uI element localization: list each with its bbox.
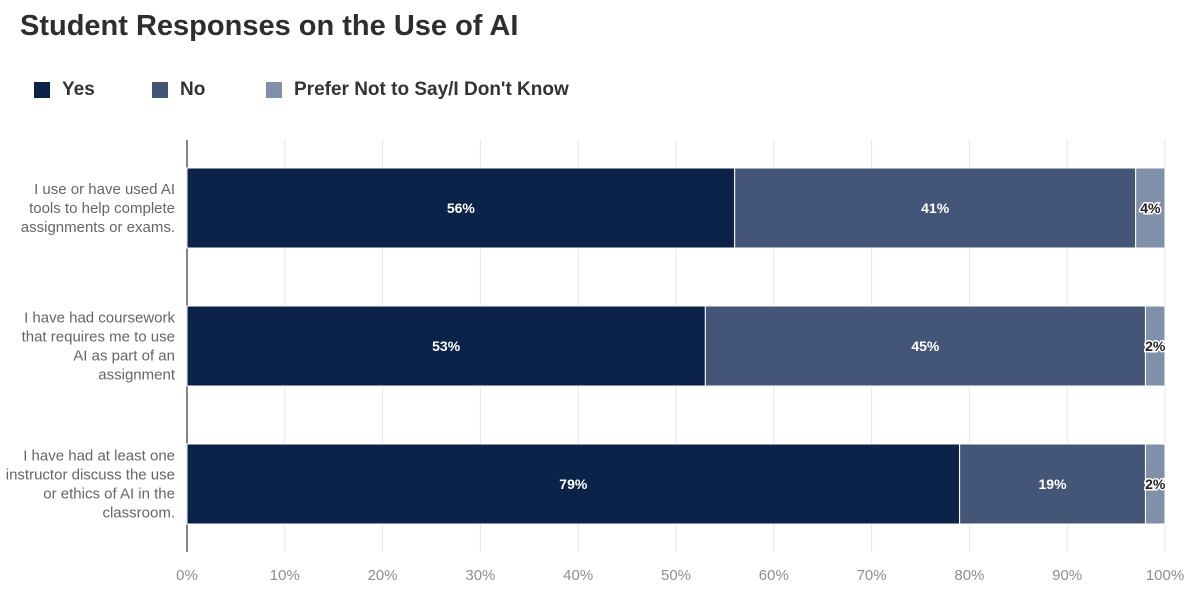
category-label-line: I have had at least one <box>23 448 175 465</box>
legend-item-yes: Yes <box>34 79 95 101</box>
x-tick-label: 10% <box>270 567 300 584</box>
legend-swatch-yes <box>34 82 50 98</box>
category-label: I use or have used AI tools to help compl… <box>21 181 175 236</box>
x-tick-label: 20% <box>368 567 398 584</box>
category-label-line: classroom. <box>102 505 175 522</box>
x-tick-label: 100% <box>1146 567 1184 584</box>
bar-segment <box>186 443 961 525</box>
category-label-line: that requires me to use <box>22 329 175 346</box>
data-label: 19% <box>1039 476 1068 492</box>
category-label-line: assignments or exams. <box>21 219 175 236</box>
bar-segment <box>1135 167 1166 249</box>
x-tick-label: 30% <box>465 567 495 584</box>
data-label: 79% <box>559 476 588 492</box>
data-label: 56% <box>447 200 476 216</box>
data-label: 2% <box>1145 476 1166 492</box>
x-tick-label: 60% <box>759 567 789 584</box>
category-label-line: I use or have used AI <box>34 181 175 198</box>
x-tick-label: 80% <box>954 567 984 584</box>
category-label-line: instructor discuss the use <box>6 467 175 484</box>
bar-segment <box>734 167 1137 249</box>
legend-label-prefer-not-to-say: Prefer Not to Say/I Don't Know <box>294 79 569 100</box>
bar-segment <box>186 167 736 249</box>
data-label: 41% <box>921 200 950 216</box>
category-label-line: assignment <box>98 367 176 384</box>
category-label: I have had coursework that requires me to… <box>22 310 176 384</box>
x-tick-label: 0% <box>176 567 198 584</box>
data-label: 4% <box>1140 200 1161 216</box>
bar-segment <box>1144 443 1166 525</box>
legend-item-no: No <box>152 79 205 101</box>
chart-title: Student Responses on the Use of AI <box>20 10 519 42</box>
legend-label-no: No <box>180 79 206 100</box>
category-label-line: AI as part of an <box>73 348 175 365</box>
bar-segment <box>1144 305 1166 387</box>
x-tick-label: 90% <box>1052 567 1082 584</box>
x-tick-label: 50% <box>661 567 691 584</box>
data-label: 45% <box>911 338 940 354</box>
category-label: I have had at least one instructor discus… <box>6 448 175 522</box>
category-label-line: tools to help complete <box>29 200 175 217</box>
legend-swatch-no <box>152 82 168 98</box>
data-label: 2% <box>1145 338 1166 354</box>
legend-label-yes: Yes <box>62 79 95 100</box>
legend-swatch-prefer-not-to-say <box>266 82 282 98</box>
data-label: 53% <box>432 338 461 354</box>
x-tick-label: 40% <box>563 567 593 584</box>
bar-segment <box>959 443 1146 525</box>
category-label-line: or ethics of AI in the <box>43 486 175 503</box>
category-label-line: I have had coursework <box>24 310 175 327</box>
bar-segment <box>186 305 706 387</box>
legend-item-prefer-not-to-say: Prefer Not to Say/I Don't Know <box>266 79 569 101</box>
x-tick-label: 70% <box>857 567 887 584</box>
